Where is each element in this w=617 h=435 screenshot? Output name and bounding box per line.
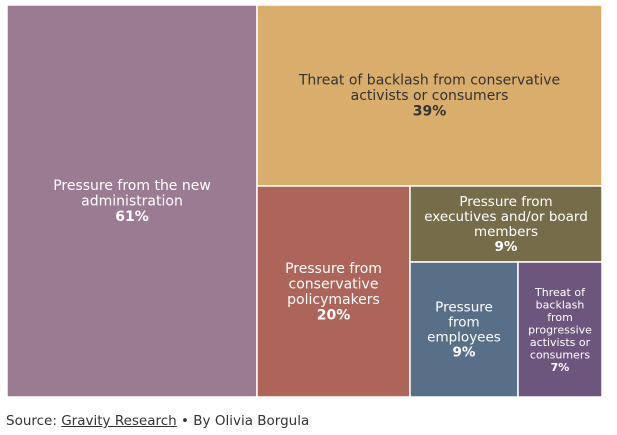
treemap-value-label: 39% — [413, 104, 447, 120]
treemap-value-label: 20% — [317, 307, 351, 323]
treemap-cell: Threat of backlash from conservativeacti… — [256, 4, 603, 187]
treemap-label: activists or consumers — [351, 88, 509, 104]
treemap-label: activists or — [530, 336, 591, 349]
treemap-rect — [409, 185, 603, 263]
treemap-label: employees — [427, 330, 501, 346]
treemap-label: policymakers — [287, 292, 380, 308]
treemap-label: Pressure — [435, 300, 493, 316]
treemap-label: from — [547, 311, 573, 324]
source-prefix: Source: — [6, 413, 62, 429]
treemap-value-label: 7% — [551, 361, 570, 374]
treemap-label: Threat of — [534, 286, 586, 299]
treemap-label: from — [448, 315, 479, 331]
treemap-label: conservative — [289, 276, 379, 292]
treemap-rect — [256, 185, 411, 398]
treemap-value-label: 9% — [453, 345, 476, 361]
treemap-label: administration — [81, 194, 183, 210]
treemap-label: Threat of backlash from conservative — [298, 73, 560, 89]
source-credit: Source: Gravity Research • By Olivia Bor… — [6, 413, 309, 429]
treemap-label: consumers — [530, 348, 590, 361]
treemap-label: backlash — [536, 298, 585, 311]
treemap-label: executives and/or board — [424, 209, 588, 225]
treemap-label: Pressure from — [459, 194, 552, 210]
treemap-label: members — [474, 224, 538, 240]
treemap-label: progressive — [528, 323, 592, 336]
treemap-value-label: 61% — [115, 209, 149, 225]
treemap-rect — [517, 261, 603, 398]
treemap-label: Pressure from the new — [53, 178, 211, 194]
source-link[interactable]: Gravity Research — [61, 413, 177, 429]
treemap-rect — [6, 4, 258, 398]
treemap-value-label: 9% — [495, 239, 518, 255]
treemap-rect — [256, 4, 603, 187]
treemap-label: Pressure from — [285, 261, 382, 277]
treemap-rect — [409, 261, 519, 398]
source-byline: • By Olivia Borgula — [176, 413, 310, 429]
treemap-cell: Threat ofbacklashfromprogressiveactivist… — [517, 261, 603, 398]
treemap-chart: Pressure from the newadministration61%Th… — [6, 4, 603, 398]
